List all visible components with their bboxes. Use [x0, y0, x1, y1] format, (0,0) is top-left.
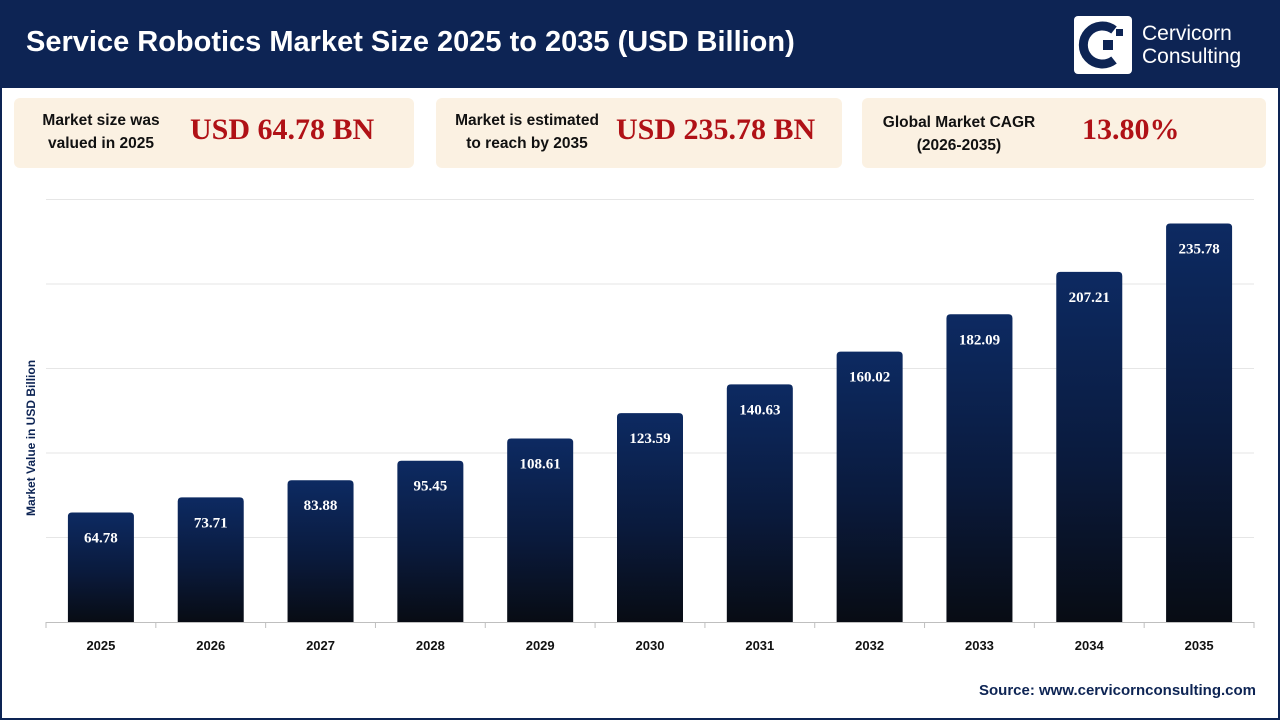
data-label-2035: 235.78: [1178, 242, 1219, 258]
header-bar: Service Robotics Market Size 2025 to 203…: [2, 2, 1278, 88]
bar-2035: [1166, 223, 1233, 622]
bar-2026: [177, 497, 244, 622]
kpi-card-market-size-2035: Market is estimated to reach by 2035 USD…: [436, 98, 842, 168]
kpi-value: USD 235.78 BN: [616, 113, 816, 146]
data-label-2026: 73.71: [194, 515, 228, 531]
bar-2027: [287, 480, 354, 622]
logo-line-2: Consulting: [1142, 45, 1242, 68]
x-axis: 2025 2026 2027 2028 2029 2030 2031 2032 2033 2034…: [45, 622, 1255, 653]
kpi-label: Global Market CAGR (2026-2035): [882, 114, 1036, 154]
bar-2031: [726, 384, 793, 622]
data-label-2029: 108.61: [520, 456, 561, 472]
bar-2034: [1056, 271, 1123, 622]
data-label-2030: 123.59: [629, 431, 670, 447]
source-credit: Source: www.cervicornconsulting.com: [978, 682, 1256, 699]
bar-2028: [397, 460, 464, 622]
bar-2033: [946, 314, 1013, 622]
kpi-label: Market is estimated to reach by 2035: [455, 112, 599, 152]
logo-wordmark: Cervicorn Consulting: [1142, 22, 1241, 68]
x-tick-label-2027: 2027: [306, 638, 335, 653]
x-tick-label-2025: 2025: [86, 638, 115, 653]
cervicorn-logo-icon: [1074, 16, 1132, 74]
data-label-2031: 140.63: [739, 402, 780, 418]
data-label-2032: 160.02: [849, 370, 890, 386]
kpi-value: 13.80%: [1082, 113, 1180, 146]
logo-line-1: Cervicorn: [1142, 22, 1232, 45]
brand-logo: Cervicorn Consulting: [1074, 16, 1270, 76]
data-labels: 64.78 73.71 83.88 95.45 108.61 123.59 140.63 16…: [84, 242, 1220, 547]
x-tick-label-2031: 2031: [745, 638, 774, 653]
bar-2025: [67, 512, 134, 622]
x-tick-label-2035: 2035: [1185, 638, 1214, 653]
kpi-card-market-size-2025: Market size was valued in 2025 USD 64.78…: [14, 98, 414, 168]
x-tick-label-2032: 2032: [855, 638, 884, 653]
x-tick-label-2029: 2029: [526, 638, 555, 653]
bar-2029: [507, 438, 574, 622]
x-tick-label-2030: 2030: [636, 638, 665, 653]
data-label-2033: 182.09: [959, 332, 1000, 348]
data-label-2034: 207.21: [1069, 290, 1110, 306]
kpi-label: Market size was valued in 2025: [42, 112, 160, 152]
data-label-2025: 64.78: [84, 531, 118, 547]
x-tick-label-2034: 2034: [1075, 638, 1105, 653]
y-axis-label: Market Value in USD Billion: [24, 360, 38, 516]
x-tick-label-2028: 2028: [416, 638, 445, 653]
bar-2032: [836, 351, 903, 622]
bars: [67, 223, 1233, 622]
kpi-value: USD 64.78 BN: [190, 113, 375, 146]
data-label-2028: 95.45: [413, 479, 447, 495]
bar-2030: [617, 413, 683, 622]
x-tick-label-2026: 2026: [196, 638, 225, 653]
gridlines: [46, 199, 1254, 538]
data-label-2027: 83.88: [304, 498, 338, 514]
kpi-card-cagr: Global Market CAGR (2026-2035) 13.80%: [862, 98, 1266, 168]
x-tick-label-2033: 2033: [965, 638, 994, 653]
page-title: Service Robotics Market Size 2025 to 203…: [26, 26, 795, 58]
